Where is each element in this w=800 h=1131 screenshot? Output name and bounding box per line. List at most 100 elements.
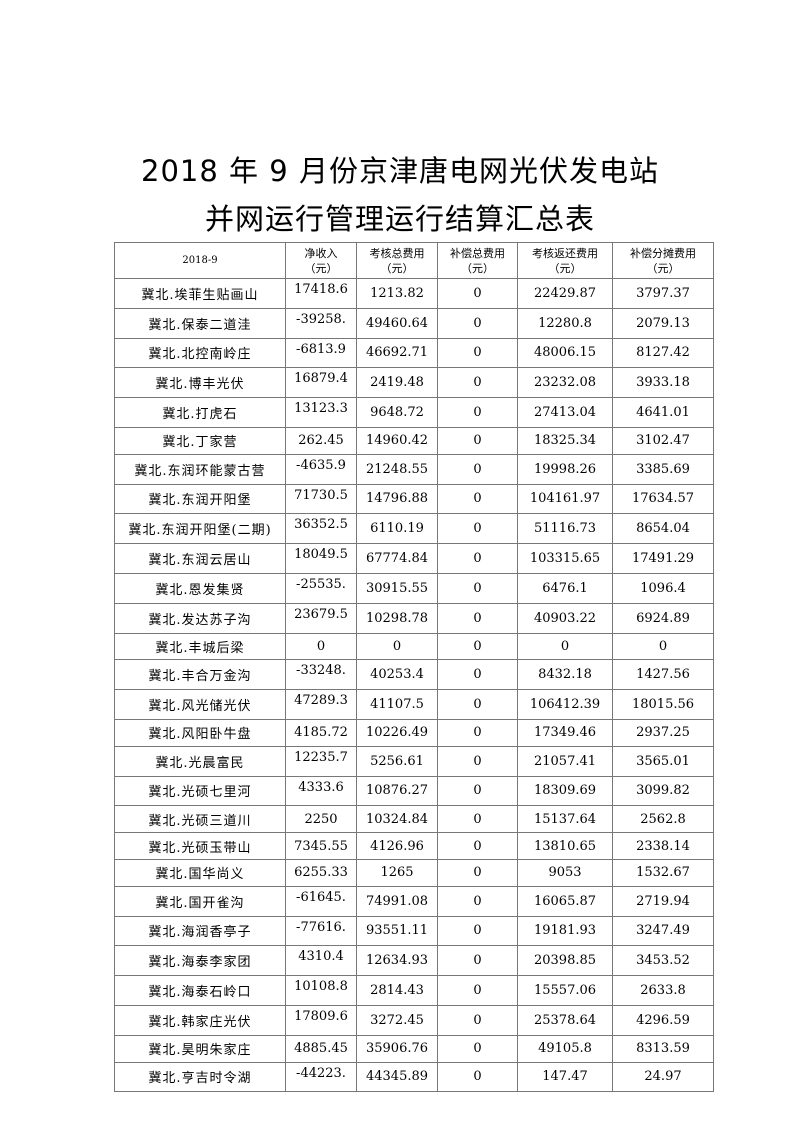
- compensation-share-cell: 3933.18: [612, 367, 714, 399]
- table-row: 冀北.海润香亭子 -77616. 93551.11 0 19181.93 3247.49: [114, 915, 714, 947]
- compensation-share-cell: 0: [612, 632, 714, 661]
- station-name-cell: 冀北.东润环能蒙古营: [114, 453, 286, 485]
- compensation-share-cell: 3099.82: [612, 775, 714, 807]
- assessment-total-cell: 4126.96: [356, 832, 438, 860]
- compensation-total-cell: 0: [437, 885, 518, 917]
- table-row: 冀北.海泰石岭口 10108.8 2814.43 0 15557.06 2633.8: [114, 975, 714, 1006]
- net-income-cell: 7345.55: [285, 832, 357, 860]
- table-row: 冀北.东润环能蒙古营 -4635.9 21248.55 0 19998.26 3385.6…: [114, 453, 714, 485]
- net-income-cell: 4310.4: [285, 945, 357, 977]
- assessment-refund-cell: 15137.64: [517, 805, 613, 834]
- net-income-cell: 10108.8: [285, 975, 357, 1006]
- column-header-label: 考核返还费用: [532, 246, 598, 260]
- assessment-total-cell: 10324.84: [356, 805, 438, 834]
- compensation-share-cell: 8654.04: [612, 513, 714, 545]
- assessment-total-cell: 14960.42: [356, 426, 438, 455]
- station-name-cell: 冀北.丰合万金沟: [114, 659, 286, 691]
- net-income-cell: -61645.: [285, 885, 357, 917]
- assessment-total-cell: 1213.82: [356, 278, 438, 309]
- assessment-refund-cell: 9053: [517, 858, 613, 887]
- column-header-unit: （元）: [646, 261, 680, 275]
- table-row: 冀北.东润开阳堡(二期) 36352.5 6110.19 0 51116.73 8654.…: [114, 513, 714, 545]
- net-income-cell: 23679.5: [285, 602, 357, 634]
- net-income-cell: 262.45: [285, 426, 357, 455]
- station-name-cell: 冀北.保泰二道洼: [114, 307, 286, 339]
- compensation-share-cell: 3102.47: [612, 426, 714, 455]
- compensation-share-cell: 3453.52: [612, 945, 714, 977]
- compensation-share-cell: 3247.49: [612, 915, 714, 947]
- settlement-table: 2018-9 净收入 （元） 考核总费用 （元） 补偿总费用 （元） 考核返还费用 （元） 补偿分…: [114, 242, 714, 1093]
- table-row: 冀北.丰城后梁 0 0 0 0 0: [114, 632, 714, 661]
- table-row: 冀北.北控南岭庄 -6813.9 46692.71 0 48006.15 8127.42: [114, 337, 714, 369]
- compensation-total-cell: 0: [437, 453, 518, 485]
- table-row: 冀北.光晨富民 12235.7 5256.61 0 21057.41 3565.01: [114, 745, 714, 777]
- net-income-cell: 6255.33: [285, 858, 357, 887]
- assessment-refund-cell: 19998.26: [517, 453, 613, 485]
- column-header-assessment-refund: 考核返还费用 （元）: [517, 242, 613, 279]
- assessment-total-cell: 35906.76: [356, 1034, 438, 1063]
- table-row: 冀北.风阳卧牛盘 4185.72 10226.49 0 17349.46 2937.25: [114, 718, 714, 747]
- table-row: 冀北.丁家营 262.45 14960.42 0 18325.34 3102.47: [114, 426, 714, 455]
- assessment-refund-cell: 17349.46: [517, 718, 613, 747]
- net-income-cell: -77616.: [285, 915, 357, 947]
- column-header-label: 补偿总费用: [450, 246, 505, 260]
- station-name-cell: 冀北.北控南岭庄: [114, 337, 286, 369]
- assessment-refund-cell: 48006.15: [517, 337, 613, 369]
- assessment-total-cell: 67774.84: [356, 543, 438, 574]
- compensation-total-cell: 0: [437, 915, 518, 947]
- compensation-total-cell: 0: [437, 689, 518, 720]
- station-name-cell: 冀北.海泰石岭口: [114, 975, 286, 1006]
- compensation-total-cell: 0: [437, 718, 518, 747]
- station-name-cell: 冀北.海润香亭子: [114, 915, 286, 947]
- assessment-total-cell: 10298.78: [356, 602, 438, 634]
- net-income-cell: 71730.5: [285, 483, 357, 515]
- net-income-cell: -33248.: [285, 659, 357, 691]
- assessment-refund-cell: 22429.87: [517, 278, 613, 309]
- compensation-total-cell: 0: [437, 397, 518, 428]
- station-name-cell: 冀北.韩家庄光伏: [114, 1004, 286, 1036]
- column-header-label: 2018-9: [182, 255, 218, 266]
- assessment-refund-cell: 25378.64: [517, 1004, 613, 1036]
- net-income-cell: 13123.3: [285, 397, 357, 428]
- assessment-total-cell: 2814.43: [356, 975, 438, 1006]
- compensation-total-cell: 0: [437, 775, 518, 807]
- compensation-share-cell: 1096.4: [612, 572, 714, 604]
- compensation-share-cell: 8127.42: [612, 337, 714, 369]
- assessment-refund-cell: 18309.69: [517, 775, 613, 807]
- assessment-refund-cell: 40903.22: [517, 602, 613, 634]
- compensation-share-cell: 2079.13: [612, 307, 714, 339]
- table-row: 冀北.恩发集贤 -25535. 30915.55 0 6476.1 1096.4: [114, 572, 714, 604]
- compensation-total-cell: 0: [437, 805, 518, 834]
- compensation-share-cell: 3797.37: [612, 278, 714, 309]
- assessment-total-cell: 10226.49: [356, 718, 438, 747]
- table-row: 冀北.丰合万金沟 -33248. 40253.4 0 8432.18 1427.56: [114, 659, 714, 691]
- table-row: 冀北.博丰光伏 16879.4 2419.48 0 23232.08 3933.18: [114, 367, 714, 399]
- table-row: 冀北.打虎石 13123.3 9648.72 0 27413.04 4641.01: [114, 397, 714, 428]
- net-income-cell: 0: [285, 632, 357, 661]
- net-income-cell: -39258.: [285, 307, 357, 339]
- column-header-unit: （元）: [304, 261, 338, 275]
- compensation-total-cell: 0: [437, 858, 518, 887]
- station-name-cell: 冀北.博丰光伏: [114, 367, 286, 399]
- table-row: 冀北.保泰二道洼 -39258. 49460.64 0 12280.8 2079.13: [114, 307, 714, 339]
- compensation-total-cell: 0: [437, 602, 518, 634]
- assessment-refund-cell: 104161.97: [517, 483, 613, 515]
- table-row: 冀北.亨吉时令湖 -44223. 44345.89 0 147.47 24.97: [114, 1061, 714, 1093]
- net-income-cell: -6813.9: [285, 337, 357, 369]
- assessment-refund-cell: 15557.06: [517, 975, 613, 1006]
- station-name-cell: 冀北.海泰李家团: [114, 945, 286, 977]
- station-name-cell: 冀北.丁家营: [114, 426, 286, 455]
- station-name-cell: 冀北.风阳卧牛盘: [114, 718, 286, 747]
- compensation-total-cell: 0: [437, 367, 518, 399]
- assessment-refund-cell: 147.47: [517, 1061, 613, 1093]
- compensation-total-cell: 0: [437, 483, 518, 515]
- column-header-assessment-total: 考核总费用 （元）: [356, 242, 438, 279]
- column-header-compensation-total: 补偿总费用 （元）: [437, 242, 518, 279]
- net-income-cell: -25535.: [285, 572, 357, 604]
- assessment-total-cell: 3272.45: [356, 1004, 438, 1036]
- net-income-cell: 36352.5: [285, 513, 357, 545]
- station-name-cell: 冀北.光硕七里河: [114, 775, 286, 807]
- compensation-total-cell: 0: [437, 975, 518, 1006]
- compensation-share-cell: 3565.01: [612, 745, 714, 777]
- table-body: 冀北.埃菲生贴画山 17418.6 1213.82 0 22429.87 3797.37 冀…: [114, 278, 714, 1093]
